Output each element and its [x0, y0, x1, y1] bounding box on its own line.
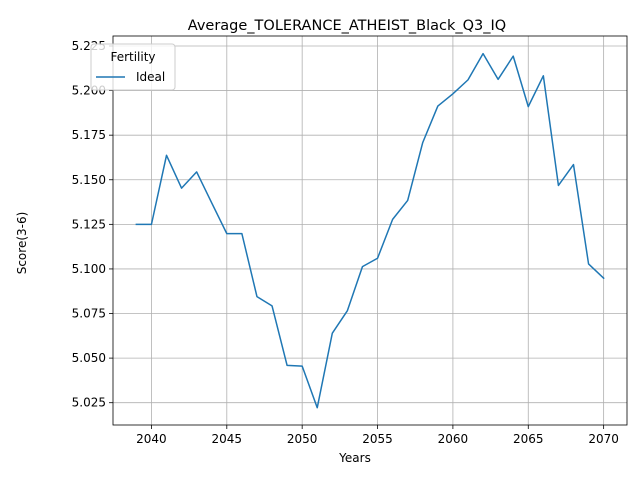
- x-tick-label: 2070: [588, 432, 619, 446]
- grid-lines: [113, 36, 627, 425]
- legend-title: Fertility: [110, 50, 155, 64]
- y-tick-label: 5.125: [72, 217, 106, 231]
- series-line-ideal: [135, 52, 605, 409]
- y-tick-label: 5.050: [72, 351, 106, 365]
- y-tick-label: 5.175: [72, 128, 106, 142]
- y-tick-label: 5.075: [72, 307, 106, 321]
- x-tick-label: 2045: [212, 432, 243, 446]
- x-tick-label: 2055: [362, 432, 393, 446]
- series-layer: [135, 52, 605, 409]
- legend-label-ideal: Ideal: [136, 70, 165, 84]
- y-tick-label: 5.150: [72, 173, 106, 187]
- legend-box: [90, 43, 176, 91]
- x-tick-label: 2040: [136, 432, 167, 446]
- x-axis-ticks: 2040 2045 2050 2055 2060 2065 2070: [136, 425, 619, 446]
- legend: Fertility Ideal: [90, 43, 176, 91]
- y-tick-label: 5.025: [72, 396, 106, 410]
- x-axis-label: Years: [338, 451, 371, 465]
- x-tick-label: 2065: [513, 432, 544, 446]
- chart-title: Average_TOLERANCE_ATHEIST_Black_Q3_IQ: [188, 18, 506, 34]
- x-tick-label: 2050: [287, 432, 318, 446]
- y-tick-label: 5.100: [72, 262, 106, 276]
- axes-frame: [112, 35, 628, 426]
- y-axis-label: Score(3-6): [15, 212, 29, 275]
- x-tick-label: 2060: [438, 432, 469, 446]
